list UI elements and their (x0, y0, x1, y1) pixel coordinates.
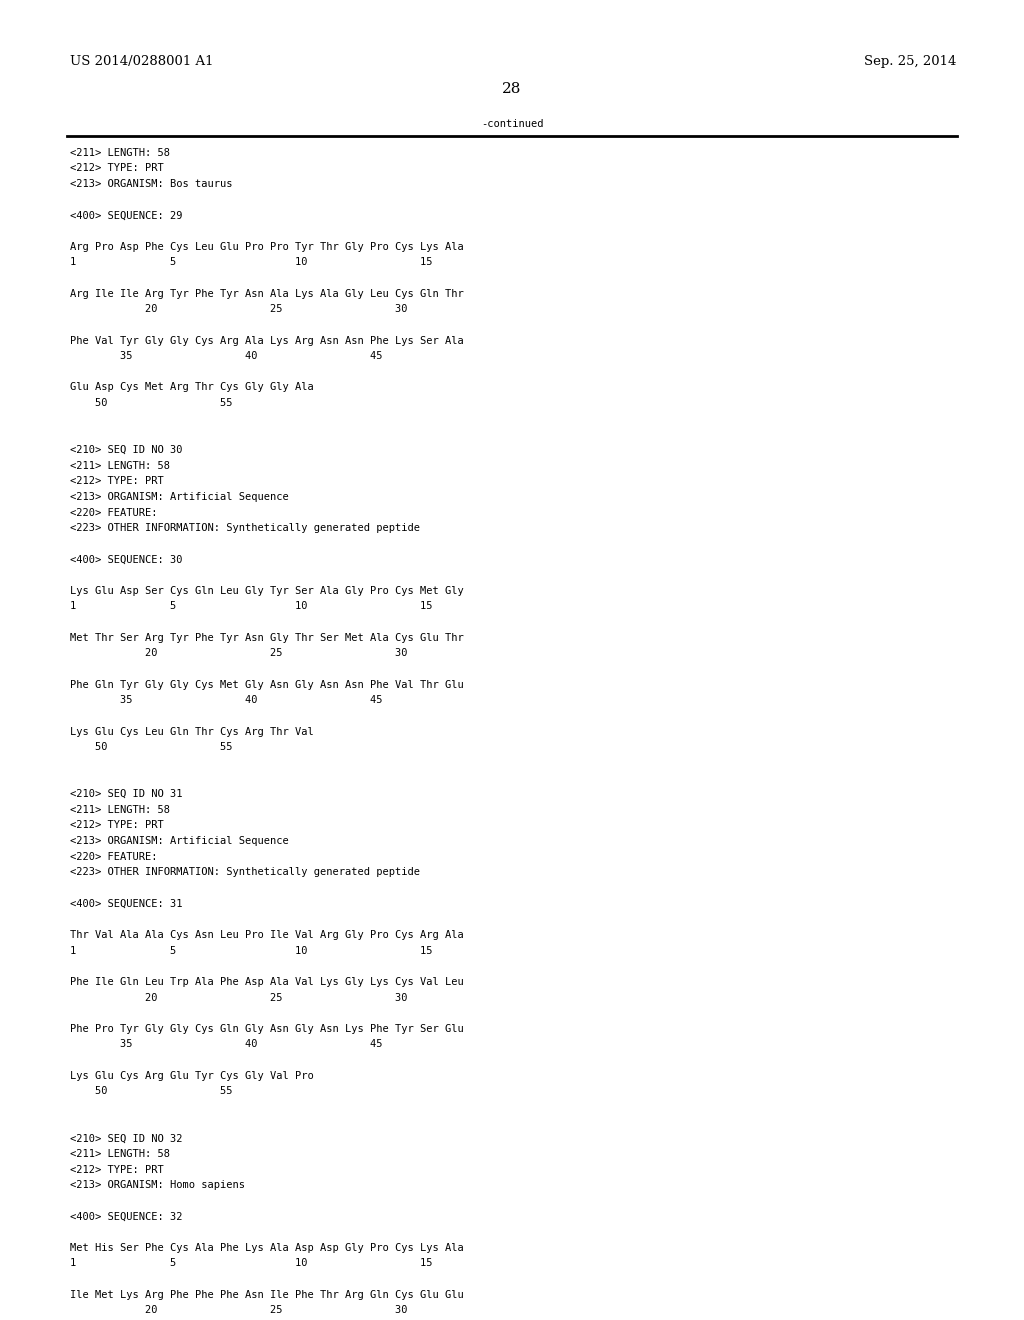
Text: Thr Val Ala Ala Cys Asn Leu Pro Ile Val Arg Gly Pro Cys Arg Ala: Thr Val Ala Ala Cys Asn Leu Pro Ile Val … (70, 929, 464, 940)
Text: <212> TYPE: PRT: <212> TYPE: PRT (70, 1164, 164, 1175)
Text: Phe Ile Gln Leu Trp Ala Phe Asp Ala Val Lys Gly Lys Cys Val Leu: Phe Ile Gln Leu Trp Ala Phe Asp Ala Val … (70, 977, 464, 987)
Text: <223> OTHER INFORMATION: Synthetically generated peptide: <223> OTHER INFORMATION: Synthetically g… (70, 867, 420, 878)
Text: 20                  25                  30: 20 25 30 (70, 993, 408, 1002)
Text: 1               5                   10                  15: 1 5 10 15 (70, 945, 432, 956)
Text: <220> FEATURE:: <220> FEATURE: (70, 508, 157, 517)
Text: Arg Pro Asp Phe Cys Leu Glu Pro Pro Tyr Thr Gly Pro Cys Lys Ala: Arg Pro Asp Phe Cys Leu Glu Pro Pro Tyr … (70, 242, 464, 252)
Text: <212> TYPE: PRT: <212> TYPE: PRT (70, 821, 164, 830)
Text: <400> SEQUENCE: 29: <400> SEQUENCE: 29 (70, 210, 182, 220)
Text: <210> SEQ ID NO 31: <210> SEQ ID NO 31 (70, 789, 182, 799)
Text: <210> SEQ ID NO 32: <210> SEQ ID NO 32 (70, 1134, 182, 1143)
Text: <400> SEQUENCE: 32: <400> SEQUENCE: 32 (70, 1212, 182, 1221)
Text: 20                  25                  30: 20 25 30 (70, 648, 408, 659)
Text: <220> FEATURE:: <220> FEATURE: (70, 851, 157, 862)
Text: <211> LENGTH: 58: <211> LENGTH: 58 (70, 805, 170, 814)
Text: Arg Ile Ile Arg Tyr Phe Tyr Asn Ala Lys Ala Gly Leu Cys Gln Thr: Arg Ile Ile Arg Tyr Phe Tyr Asn Ala Lys … (70, 289, 464, 298)
Text: 35                  40                  45: 35 40 45 (70, 696, 382, 705)
Text: <212> TYPE: PRT: <212> TYPE: PRT (70, 164, 164, 173)
Text: -continued: -continued (480, 119, 544, 129)
Text: <211> LENGTH: 58: <211> LENGTH: 58 (70, 461, 170, 471)
Text: 35                  40                  45: 35 40 45 (70, 1039, 382, 1049)
Text: US 2014/0288001 A1: US 2014/0288001 A1 (70, 55, 213, 69)
Text: 20                  25                  30: 20 25 30 (70, 304, 408, 314)
Text: Lys Glu Cys Leu Gln Thr Cys Arg Thr Val: Lys Glu Cys Leu Gln Thr Cys Arg Thr Val (70, 726, 313, 737)
Text: Met His Ser Phe Cys Ala Phe Lys Ala Asp Asp Gly Pro Cys Lys Ala: Met His Ser Phe Cys Ala Phe Lys Ala Asp … (70, 1242, 464, 1253)
Text: <400> SEQUENCE: 31: <400> SEQUENCE: 31 (70, 899, 182, 908)
Text: 20                  25                  30: 20 25 30 (70, 1305, 408, 1315)
Text: 1               5                   10                  15: 1 5 10 15 (70, 1258, 432, 1269)
Text: <213> ORGANISM: Homo sapiens: <213> ORGANISM: Homo sapiens (70, 1180, 245, 1191)
Text: Ile Met Lys Arg Phe Phe Phe Asn Ile Phe Thr Arg Gln Cys Glu Glu: Ile Met Lys Arg Phe Phe Phe Asn Ile Phe … (70, 1290, 464, 1300)
Text: <213> ORGANISM: Bos taurus: <213> ORGANISM: Bos taurus (70, 180, 232, 189)
Text: 1               5                   10                  15: 1 5 10 15 (70, 602, 432, 611)
Text: Lys Glu Asp Ser Cys Gln Leu Gly Tyr Ser Ala Gly Pro Cys Met Gly: Lys Glu Asp Ser Cys Gln Leu Gly Tyr Ser … (70, 586, 464, 595)
Text: <213> ORGANISM: Artificial Sequence: <213> ORGANISM: Artificial Sequence (70, 492, 289, 502)
Text: 50                  55: 50 55 (70, 399, 232, 408)
Text: <212> TYPE: PRT: <212> TYPE: PRT (70, 477, 164, 486)
Text: 35                  40                  45: 35 40 45 (70, 351, 382, 362)
Text: <223> OTHER INFORMATION: Synthetically generated peptide: <223> OTHER INFORMATION: Synthetically g… (70, 523, 420, 533)
Text: <213> ORGANISM: Artificial Sequence: <213> ORGANISM: Artificial Sequence (70, 836, 289, 846)
Text: 50                  55: 50 55 (70, 1086, 232, 1097)
Text: <211> LENGTH: 58: <211> LENGTH: 58 (70, 1148, 170, 1159)
Text: <210> SEQ ID NO 30: <210> SEQ ID NO 30 (70, 445, 182, 455)
Text: Lys Glu Cys Arg Glu Tyr Cys Gly Val Pro: Lys Glu Cys Arg Glu Tyr Cys Gly Val Pro (70, 1071, 313, 1081)
Text: <211> LENGTH: 58: <211> LENGTH: 58 (70, 148, 170, 158)
Text: 50                  55: 50 55 (70, 742, 232, 752)
Text: Phe Gln Tyr Gly Gly Cys Met Gly Asn Gly Asn Asn Phe Val Thr Glu: Phe Gln Tyr Gly Gly Cys Met Gly Asn Gly … (70, 680, 464, 689)
Text: Met Thr Ser Arg Tyr Phe Tyr Asn Gly Thr Ser Met Ala Cys Glu Thr: Met Thr Ser Arg Tyr Phe Tyr Asn Gly Thr … (70, 632, 464, 643)
Text: <400> SEQUENCE: 30: <400> SEQUENCE: 30 (70, 554, 182, 565)
Text: 1               5                   10                  15: 1 5 10 15 (70, 257, 432, 268)
Text: Sep. 25, 2014: Sep. 25, 2014 (864, 55, 956, 69)
Text: Glu Asp Cys Met Arg Thr Cys Gly Gly Ala: Glu Asp Cys Met Arg Thr Cys Gly Gly Ala (70, 383, 313, 392)
Text: Phe Val Tyr Gly Gly Cys Arg Ala Lys Arg Asn Asn Phe Lys Ser Ala: Phe Val Tyr Gly Gly Cys Arg Ala Lys Arg … (70, 335, 464, 346)
Text: Phe Pro Tyr Gly Gly Cys Gln Gly Asn Gly Asn Lys Phe Tyr Ser Glu: Phe Pro Tyr Gly Gly Cys Gln Gly Asn Gly … (70, 1024, 464, 1034)
Text: 28: 28 (503, 82, 521, 96)
